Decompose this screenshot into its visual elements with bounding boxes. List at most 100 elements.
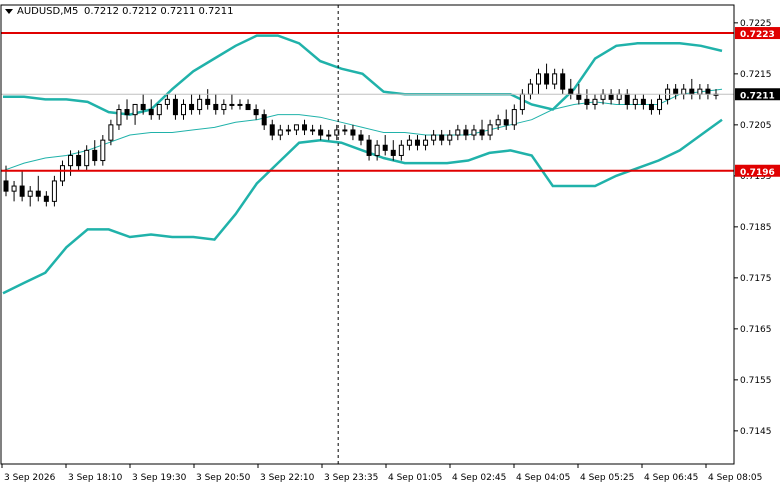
candle <box>116 104 122 130</box>
candle <box>632 94 638 110</box>
candle <box>342 124 348 136</box>
candle <box>536 68 541 95</box>
y-tick-label: 0.7205 <box>740 121 772 131</box>
candle <box>43 191 49 207</box>
candle <box>423 135 429 151</box>
candle <box>237 99 243 110</box>
x-tick-label: 3 Sep 22:10 <box>260 473 315 483</box>
candle <box>382 135 388 156</box>
bollinger-bands <box>2 34 723 295</box>
x-tick-label: 3 Sep 20:50 <box>196 473 251 483</box>
y-tick-label: 0.7225 <box>740 19 772 29</box>
candle <box>285 124 291 136</box>
candle <box>253 104 259 120</box>
candle <box>156 103 162 120</box>
ohlc-values: 0.7212 0.7212 0.7211 0.7211 <box>84 6 234 17</box>
level-lines[interactable] <box>1 32 734 172</box>
candle <box>334 124 340 141</box>
candle <box>495 114 501 130</box>
plot-frame <box>0 4 735 465</box>
candle <box>277 124 283 141</box>
candle <box>213 94 219 115</box>
candle <box>439 129 445 146</box>
price-axis[interactable]: 0.7225 0.7215 0.7205 0.7195 0.7185 0.7175 0.71… <box>734 19 772 437</box>
current-price-badge <box>735 88 780 101</box>
candle <box>108 119 114 146</box>
candle <box>229 94 235 110</box>
candle <box>310 124 316 136</box>
candle <box>19 170 25 202</box>
candle <box>35 175 41 202</box>
candle <box>358 129 364 146</box>
y-tick-label: 0.7215 <box>740 70 772 80</box>
candle <box>84 145 90 171</box>
current-price-label: 0.7211 <box>740 91 775 101</box>
candle <box>584 89 590 110</box>
candle <box>463 124 469 141</box>
level-badge <box>735 164 780 177</box>
candle <box>648 99 654 115</box>
candle <box>455 124 461 141</box>
candle <box>172 94 178 120</box>
candle <box>245 99 251 111</box>
candle <box>92 140 98 166</box>
candle <box>398 140 404 161</box>
candle <box>326 129 332 141</box>
candle <box>269 119 275 141</box>
candle <box>181 99 186 120</box>
candle <box>189 94 195 115</box>
x-tick-label: 4 Sep 08:05 <box>708 473 762 483</box>
candle <box>487 119 493 141</box>
candle <box>447 129 453 146</box>
candle <box>366 135 372 161</box>
band-upper <box>3 34 723 116</box>
candle <box>124 99 130 120</box>
price-badges: 0.7223 0.7196 0.7211 <box>735 27 780 178</box>
candle <box>197 94 203 115</box>
candle <box>51 175 57 207</box>
candle <box>350 124 356 141</box>
candle <box>302 119 308 136</box>
candle <box>148 99 154 120</box>
candle <box>471 124 477 141</box>
candle <box>414 135 420 151</box>
candle <box>640 94 646 110</box>
candle <box>221 99 227 115</box>
candle <box>511 104 517 130</box>
dropdown-triangle-icon[interactable] <box>5 9 13 14</box>
level-badge-label: 0.7223 <box>740 30 775 40</box>
y-tick-label: 0.7185 <box>740 223 772 233</box>
x-tick-label: 3 Sep 18:10 <box>68 473 123 483</box>
candle <box>431 129 437 146</box>
candle <box>293 124 299 136</box>
candle <box>140 94 146 115</box>
candle <box>374 140 380 161</box>
x-tick-label: 3 Sep 2026 <box>4 473 56 483</box>
time-axis[interactable]: 3 Sep 2026 3 Sep 18:10 3 Sep 19:30 3 Sep 20… <box>1 464 762 483</box>
band-middle <box>2 88 723 172</box>
candle <box>560 68 566 95</box>
candles <box>3 63 719 207</box>
x-tick-label: 3 Sep 23:35 <box>324 473 378 483</box>
candle <box>479 119 485 141</box>
symbol-label: AUDUSD,M5 <box>17 6 78 17</box>
x-tick-label: 4 Sep 02:45 <box>452 473 506 483</box>
candle <box>11 180 17 202</box>
candle <box>592 94 598 110</box>
candle <box>657 94 663 115</box>
y-tick-label: 0.7155 <box>740 376 772 386</box>
candle <box>164 94 170 110</box>
candle <box>552 68 558 90</box>
candle <box>100 135 106 166</box>
candle <box>132 103 138 125</box>
x-tick-label: 4 Sep 01:05 <box>388 473 442 483</box>
candle <box>261 109 267 130</box>
y-tick-label: 0.7175 <box>740 274 772 284</box>
candle <box>406 135 412 151</box>
candle <box>390 140 396 161</box>
candle <box>59 160 65 187</box>
candle <box>205 89 211 110</box>
level-badge-label: 0.7196 <box>740 168 775 178</box>
y-tick-label: 0.7195 <box>740 172 772 182</box>
